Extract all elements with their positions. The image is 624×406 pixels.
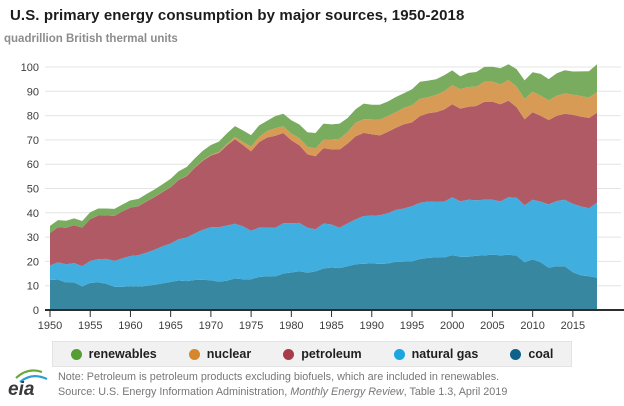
legend-label-renewables: renewables (88, 347, 157, 361)
x-tick-label-1990: 1990 (360, 320, 384, 332)
x-tick-label-1960: 1960 (118, 320, 142, 332)
x-tick-label-1970: 1970 (199, 320, 223, 332)
footer-source-publication: Monthly Energy Review (290, 386, 404, 398)
chart-area: 1950 1955 1960 1965 1970 1975 1980 1985 1990 1995… (0, 52, 624, 340)
legend-dot-renewables-icon (70, 348, 82, 360)
footer-source-prefix: Source: U.S. Energy Information Administ… (58, 386, 291, 398)
x-tick-label-1950: 1950 (38, 320, 62, 332)
x-tick-label-2005: 2005 (480, 320, 504, 332)
footer-note: Note: Petroleum is petroleum products ex… (58, 371, 500, 383)
eia-logo-blue-swoosh-icon (19, 375, 48, 383)
legend-dot-coal-icon (510, 348, 522, 360)
x-tick-label-2010: 2010 (520, 320, 544, 332)
legend-item-natural-gas: natural gas (393, 347, 479, 361)
legend-item-petroleum: petroleum (283, 347, 362, 361)
legend-item-nuclear: nuclear (188, 347, 252, 361)
x-tick-label-1995: 1995 (400, 320, 424, 332)
x-tick-label-1980: 1980 (279, 320, 303, 332)
legend-label-nuclear: nuclear (206, 347, 252, 361)
y-tick-label-100: 100 (21, 62, 39, 74)
chart-title: U.S. primary energy consumption by major… (10, 7, 465, 24)
area-coal (50, 254, 597, 310)
x-tick-label-1965: 1965 (158, 320, 182, 332)
stacked-area-chart: 1950 1955 1960 1965 1970 1975 1980 1985 1990 1995… (21, 62, 624, 332)
eia-logo-text: eia (8, 379, 35, 399)
area-renewables (50, 64, 597, 234)
x-tick-label-1975: 1975 (239, 320, 263, 332)
footer-text: Note: Petroleum is petroleum products ex… (58, 367, 507, 400)
legend-label-petroleum: petroleum (301, 347, 362, 361)
area-natural-gas (50, 197, 597, 287)
footer-source: Source: U.S. Energy Information Administ… (58, 385, 507, 400)
x-tick-label-2015: 2015 (561, 320, 585, 332)
legend-dot-nuclear-icon (188, 348, 200, 360)
y-tick-label-0: 0 (33, 305, 39, 317)
area-petroleum (50, 100, 597, 267)
legend-item-coal: coal (510, 347, 553, 361)
legend: renewables nuclear petroleum natural gas… (0, 341, 624, 367)
units-label: quadrillion British thermal units (4, 33, 178, 45)
y-tick-label-60: 60 (27, 159, 39, 171)
legend-box: renewables nuclear petroleum natural gas… (51, 341, 573, 367)
y-tick-label-80: 80 (27, 111, 39, 123)
x-tick-label-1955: 1955 (78, 320, 102, 332)
legend-label-natural-gas: natural gas (411, 347, 479, 361)
legend-label-coal: coal (528, 347, 554, 361)
y-tick-label-40: 40 (27, 208, 39, 220)
eia-logo-icon: eia (8, 369, 48, 399)
y-tick-label-70: 70 (27, 135, 39, 147)
x-tick-label-2000: 2000 (440, 320, 464, 332)
eia-logo-green-swoosh-icon (15, 369, 43, 379)
y-tick-label-20: 20 (27, 256, 39, 268)
footer: eia Note: Petroleum is petroleum product… (6, 367, 507, 400)
y-tick-label-90: 90 (27, 86, 39, 98)
footer-source-suffix: , Table 1.3, April 2019 (403, 386, 508, 398)
legend-item-renewables: renewables (70, 347, 157, 361)
y-tick-label-10: 10 (27, 281, 39, 293)
y-tick-label-50: 50 (27, 184, 39, 196)
y-tick-label-30: 30 (27, 232, 39, 244)
legend-dot-natural-gas-icon (393, 348, 405, 360)
legend-dot-petroleum-icon (283, 348, 295, 360)
x-tick-label-1985: 1985 (319, 320, 343, 332)
